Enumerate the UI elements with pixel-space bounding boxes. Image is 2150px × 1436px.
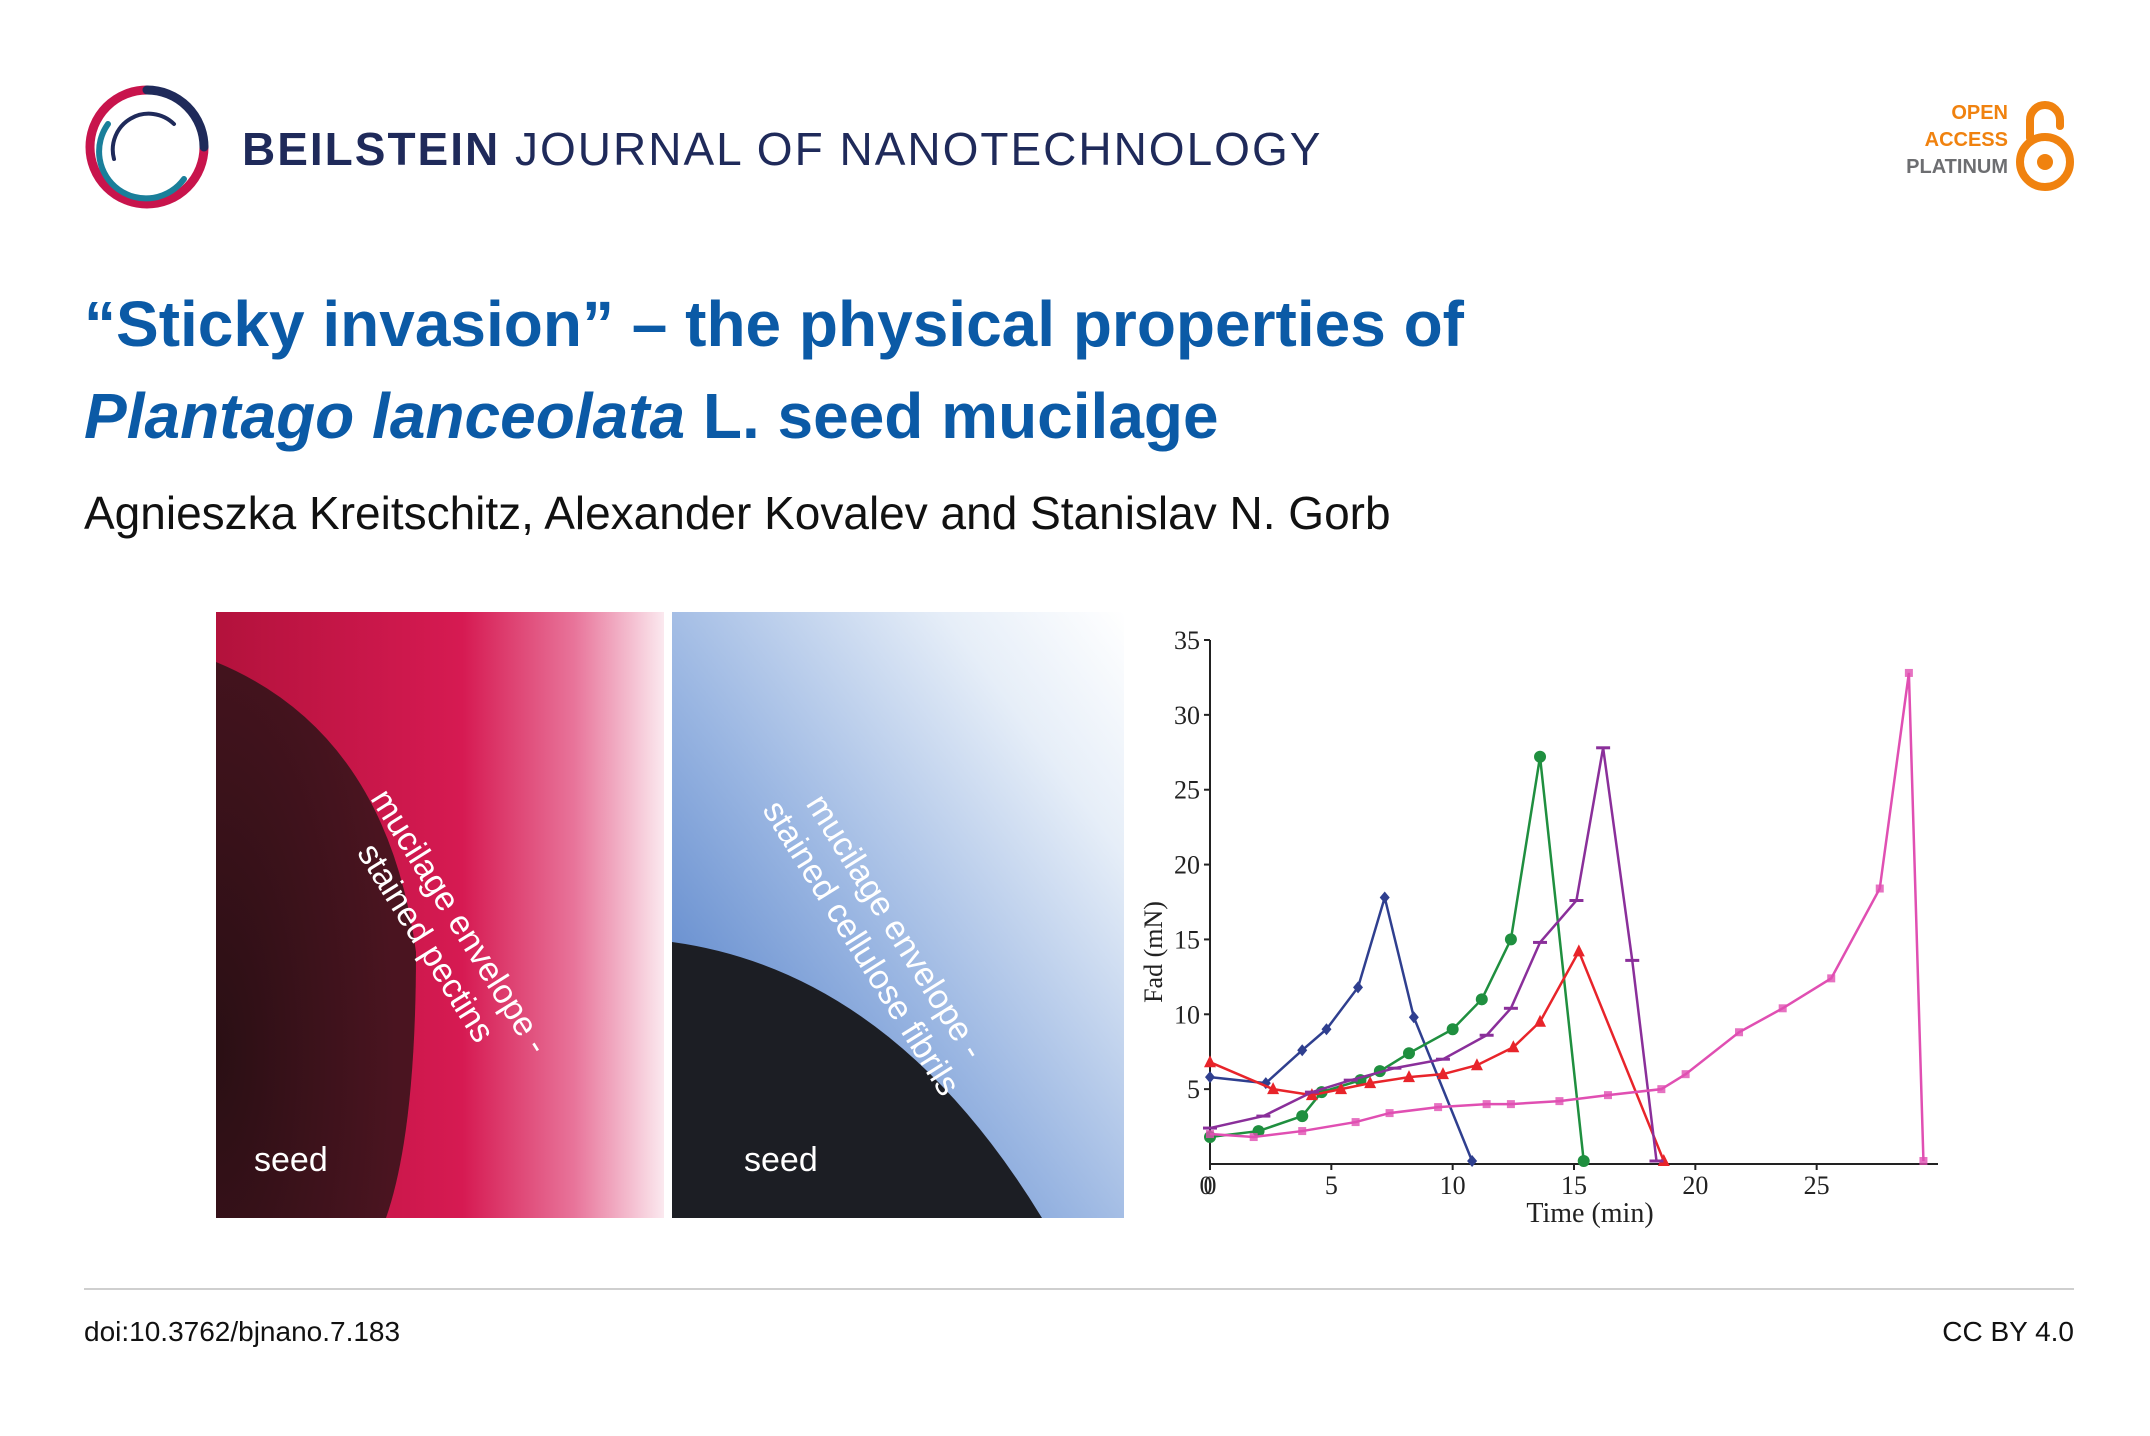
y-tick-label: 30 <box>1174 701 1200 730</box>
data-point-blue <box>1379 891 1390 904</box>
x-tick-label: 10 <box>1440 1171 1466 1200</box>
data-point-red <box>1267 1082 1280 1095</box>
open-access-text: OPEN ACCESS PLATINUM <box>1906 100 2008 181</box>
x-tick-label: 15 <box>1561 1171 1587 1200</box>
species-name: Plantago lanceolata <box>84 380 686 452</box>
series-line-blue <box>1209 892 1474 1162</box>
data-point-red <box>1335 1082 1348 1095</box>
y-tick-label: 20 <box>1174 851 1200 880</box>
data-point-pink <box>1351 1118 1360 1127</box>
chart-xlabel: Time (min) <box>1526 1198 1653 1229</box>
data-point-red <box>1572 944 1585 957</box>
data-point-pink <box>1919 1157 1928 1166</box>
data-point-pink <box>1827 974 1836 983</box>
series-line-purple <box>1209 747 1658 1162</box>
x-tick-label: 25 <box>1804 1171 1830 1200</box>
data-point-pink <box>1249 1133 1258 1142</box>
data-point-pink <box>1735 1028 1744 1037</box>
data-point-blue <box>1408 1011 1419 1024</box>
data-point-red <box>1402 1070 1415 1083</box>
data-point-green <box>1504 933 1517 946</box>
series-line-red <box>1209 948 1665 1162</box>
journal-name: BEILSTEIN JOURNAL OF NANOTECHNOLOGY <box>242 122 1322 176</box>
origin-label: 0 <box>1200 1171 1213 1200</box>
open-access-lock-icon <box>2016 101 2074 191</box>
authors: Agnieszka Kreitschitz, Alexander Kovalev… <box>84 487 1391 539</box>
y-tick-label: 35 <box>1174 626 1200 655</box>
data-point-pink <box>1206 1130 1214 1139</box>
micrograph-pectins: mucilage envelope - stained pectins seed <box>216 612 664 1218</box>
journal-name-rest: JOURNAL OF NANOTECHNOLOGY <box>515 123 1323 175</box>
chart-axes: 0 5 10 15 20 25 5 10 15 20 25 30 35 0 <box>1174 626 1938 1200</box>
beilstein-logo-icon <box>85 85 209 209</box>
journal-name-bold: BEILSTEIN <box>242 123 501 175</box>
data-point-pink <box>1904 668 1913 677</box>
data-point-green <box>1475 993 1488 1006</box>
doi-link[interactable]: doi:10.3762/bjnano.7.183 <box>84 1316 401 1347</box>
data-point-pink <box>1482 1100 1491 1109</box>
series-line-pink <box>1209 672 1925 1162</box>
seed-label-blue: seed <box>744 1141 818 1179</box>
journal-header: BEILSTEIN JOURNAL OF NANOTECHNOLOGY OPEN… <box>84 84 2074 214</box>
data-point-red <box>1436 1067 1449 1080</box>
data-point-blue <box>1467 1155 1478 1168</box>
oa-platinum-label: PLATINUM <box>1906 156 2008 178</box>
data-point-pink <box>1778 1004 1787 1013</box>
data-point-pink <box>1506 1100 1515 1109</box>
data-point-green <box>1577 1155 1590 1168</box>
article-title-line1: “Sticky invasion” – the physical propert… <box>84 288 1464 360</box>
footer-divider <box>84 1288 2074 1290</box>
chart-series <box>1203 668 1928 1168</box>
data-point-pink <box>1657 1085 1666 1094</box>
x-tick-label: 5 <box>1325 1171 1338 1200</box>
series-line-green <box>1209 756 1585 1162</box>
data-point-red <box>1657 1154 1670 1167</box>
y-tick-label: 25 <box>1174 776 1200 805</box>
oa-access-label: ACCESS <box>1924 129 2008 151</box>
data-point-red <box>1534 1014 1547 1027</box>
data-point-red <box>1470 1058 1483 1071</box>
seed-label-red: seed <box>254 1141 328 1179</box>
article-title-line2-rest: L. seed mucilage <box>685 380 1219 452</box>
micrograph-cellulose-image <box>672 612 1124 1218</box>
y-tick-label: 15 <box>1174 925 1200 954</box>
chart-ylabel: Fad (mN) <box>1140 901 1168 1003</box>
data-point-red <box>1204 1055 1216 1068</box>
license-label: CC BY 4.0 <box>1942 1316 2074 1347</box>
data-point-pink <box>1555 1097 1564 1106</box>
y-tick-label: 5 <box>1187 1075 1200 1104</box>
data-point-red <box>1364 1076 1377 1089</box>
data-point-pink <box>1603 1091 1612 1100</box>
data-point-green <box>1402 1047 1415 1060</box>
article-title-line2: Plantago lanceolata L. seed mucilage <box>84 370 2034 462</box>
data-point-pink <box>1385 1109 1394 1118</box>
adhesion-force-chart: 0 5 10 15 20 25 5 10 15 20 25 30 35 0 Time (min) Fad … <box>1140 626 1938 1229</box>
data-point-pink <box>1681 1070 1690 1079</box>
micrograph-cellulose: mucilage envelope - stained cellulose fi… <box>672 612 1124 1218</box>
data-point-pink <box>1434 1103 1443 1112</box>
oa-open-label: OPEN <box>1951 102 2008 124</box>
article-title: “Sticky invasion” – the physical propert… <box>84 278 2034 462</box>
data-point-blue <box>1297 1044 1308 1057</box>
micrograph-pectins-image <box>216 612 664 1218</box>
data-point-green <box>1296 1110 1309 1123</box>
data-point-green <box>1534 750 1547 763</box>
data-point-pink <box>1875 884 1884 893</box>
data-point-blue <box>1205 1071 1215 1084</box>
y-tick-label: 10 <box>1174 1000 1200 1029</box>
data-point-green <box>1446 1023 1459 1036</box>
data-point-red <box>1305 1088 1318 1101</box>
data-point-red <box>1507 1040 1520 1053</box>
x-tick-label: 0 <box>1204 1171 1217 1200</box>
open-access-badge: OPEN ACCESS PLATINUM <box>1874 100 2074 200</box>
data-point-blue <box>1353 981 1364 994</box>
data-point-pink <box>1298 1127 1307 1136</box>
x-tick-label: 20 <box>1682 1171 1708 1200</box>
